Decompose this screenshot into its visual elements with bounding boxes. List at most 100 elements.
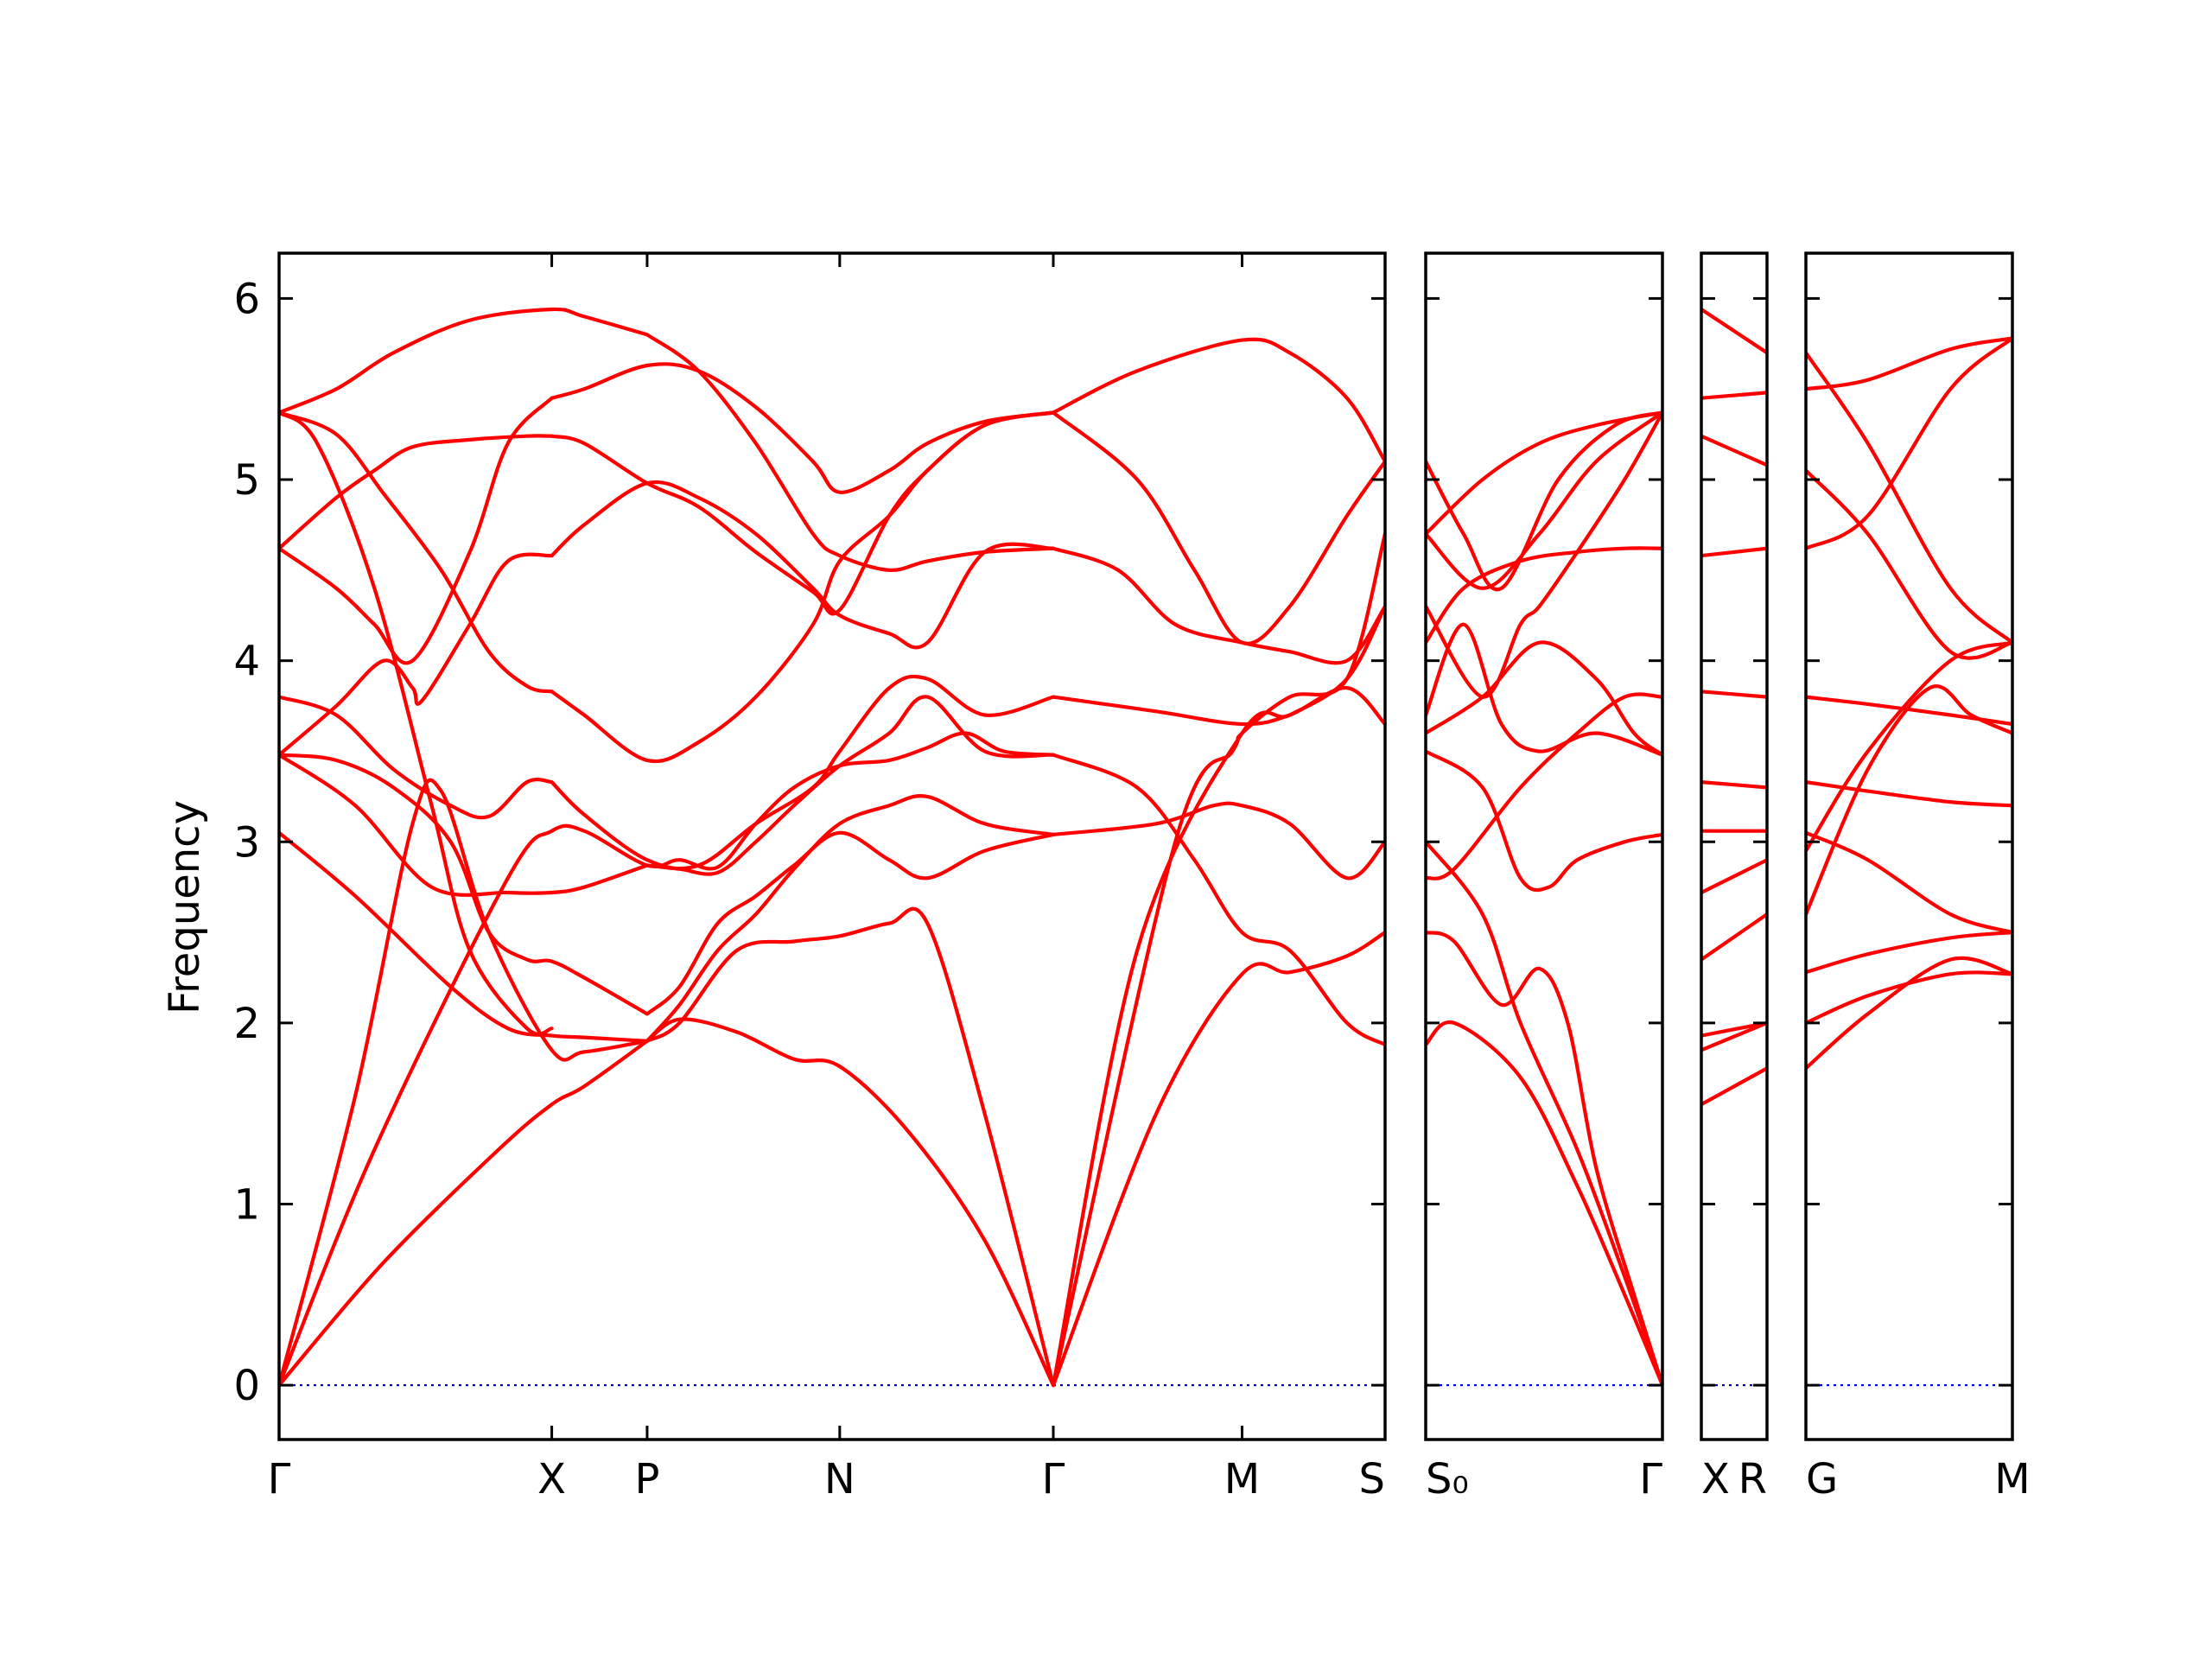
x-tick-label: Γ [1639, 1455, 1662, 1503]
band-line-7 [1701, 780, 1767, 790]
x-tick-label: X [1701, 1455, 1730, 1503]
band-line-6 [279, 830, 649, 1043]
band-line-17 [550, 362, 1056, 494]
y-tick-label: 5 [233, 456, 260, 505]
band-line-4 [645, 906, 1056, 1388]
band-line-13 [550, 674, 1056, 871]
band-line-3 [1701, 1020, 1767, 1038]
band-line-8 [279, 753, 649, 897]
bands [279, 307, 1385, 1388]
band-line-26 [1051, 931, 1385, 1388]
band-line-19 [550, 410, 1056, 764]
band-line-3 [1426, 840, 1662, 1388]
band-line-12 [1701, 307, 1767, 355]
band-line-15 [550, 480, 1056, 650]
band-line-12 [1806, 956, 2012, 1071]
y-tick-label: 3 [233, 818, 260, 867]
band-line-8 [1701, 690, 1767, 699]
panel-frame [1804, 251, 2014, 1441]
band-line-2 [1806, 336, 2012, 391]
bands [1701, 307, 1767, 1107]
band-line-5 [1426, 749, 1662, 893]
bands [1806, 336, 2012, 1071]
y-tick-label: 2 [233, 1000, 260, 1048]
band-line-12 [279, 695, 554, 820]
x-tick-label: X [537, 1455, 566, 1503]
x-tick-label: N [824, 1455, 855, 1503]
band-line-11 [1426, 410, 1662, 536]
band-line-7 [1806, 780, 2012, 808]
band-line-21 [550, 410, 1056, 616]
band-line-11 [1806, 970, 2012, 1025]
band-line-7 [1426, 622, 1662, 757]
band-line-9 [1426, 410, 1662, 699]
band-line-29 [1051, 753, 1385, 1047]
panel-2: S₀ Γ [1424, 251, 1664, 1503]
band-line-4 [1806, 336, 2012, 550]
band-line-6 [1806, 684, 2012, 917]
band-line-3 [279, 778, 649, 1388]
x-tick-label: P [634, 1455, 659, 1503]
band-line-4 [1701, 912, 1767, 962]
band-line-8 [1426, 546, 1662, 645]
band-line-31 [1051, 546, 1385, 665]
band-line-24 [279, 410, 554, 1036]
y-tick-label: 0 [233, 1362, 260, 1410]
band-line-28 [1051, 801, 1385, 880]
x-tick-label: Γ [1042, 1455, 1065, 1503]
x-tick-label: G [1806, 1455, 1838, 1503]
panel-frame [277, 251, 1387, 1441]
band-line-22 [279, 307, 649, 415]
panel-frame [1424, 251, 1664, 1441]
band-line-30 [1051, 685, 1385, 727]
band-line-1 [279, 1039, 649, 1388]
band-line-8 [1806, 640, 2012, 853]
band-line-4 [1426, 692, 1662, 880]
panel-frame [1700, 251, 1769, 1441]
band-line-7 [645, 794, 1056, 1043]
band-line-9 [1701, 546, 1767, 558]
x-tick-label: S [1359, 1455, 1385, 1503]
y-tick-label: 1 [233, 1180, 260, 1229]
band-line-3 [1806, 468, 2012, 660]
band-line-12 [1426, 410, 1662, 592]
band-line-32 [1051, 337, 1385, 464]
band-line-10 [279, 753, 649, 1016]
band-line-23 [645, 333, 1056, 572]
band-line-2 [1426, 931, 1662, 1388]
band-line-10 [1701, 434, 1767, 467]
band-line-10 [1426, 410, 1662, 590]
y-tick-label: 4 [233, 638, 260, 686]
band-line-2 [645, 1017, 1056, 1388]
band-line-20 [279, 434, 554, 550]
band-line-27 [1051, 531, 1385, 1388]
band-line-10 [1806, 931, 2012, 975]
x-tick-label: S₀ [1426, 1455, 1469, 1503]
y-tick-label: 6 [233, 275, 260, 323]
band-line-11 [645, 830, 1056, 1016]
band-line-9 [1806, 830, 2012, 935]
band-line-6 [1426, 640, 1662, 757]
x-tick-label: M [1224, 1455, 1260, 1503]
band-line-14 [279, 552, 554, 757]
band-line-9 [645, 695, 1056, 876]
band-line-18 [279, 410, 554, 694]
band-line-1 [1701, 1066, 1767, 1107]
x-tick-label: R [1738, 1455, 1767, 1503]
bands [1426, 410, 1662, 1388]
band-line-1 [1806, 351, 2012, 645]
band-line-5 [1701, 858, 1767, 895]
band-line-2 [1701, 1020, 1767, 1052]
band-line-16 [279, 396, 554, 665]
band-line-5 [279, 731, 1056, 1388]
panel-1: Γ X P N Γ M S 0 1 2 3 4 5 6 [233, 251, 1387, 1503]
band-line-33 [1051, 410, 1385, 645]
x-tick-label: Γ [268, 1455, 291, 1503]
x-tick-label: M [1994, 1455, 2030, 1503]
band-line-1 [1426, 1020, 1662, 1388]
band-line-11 [1701, 391, 1767, 400]
